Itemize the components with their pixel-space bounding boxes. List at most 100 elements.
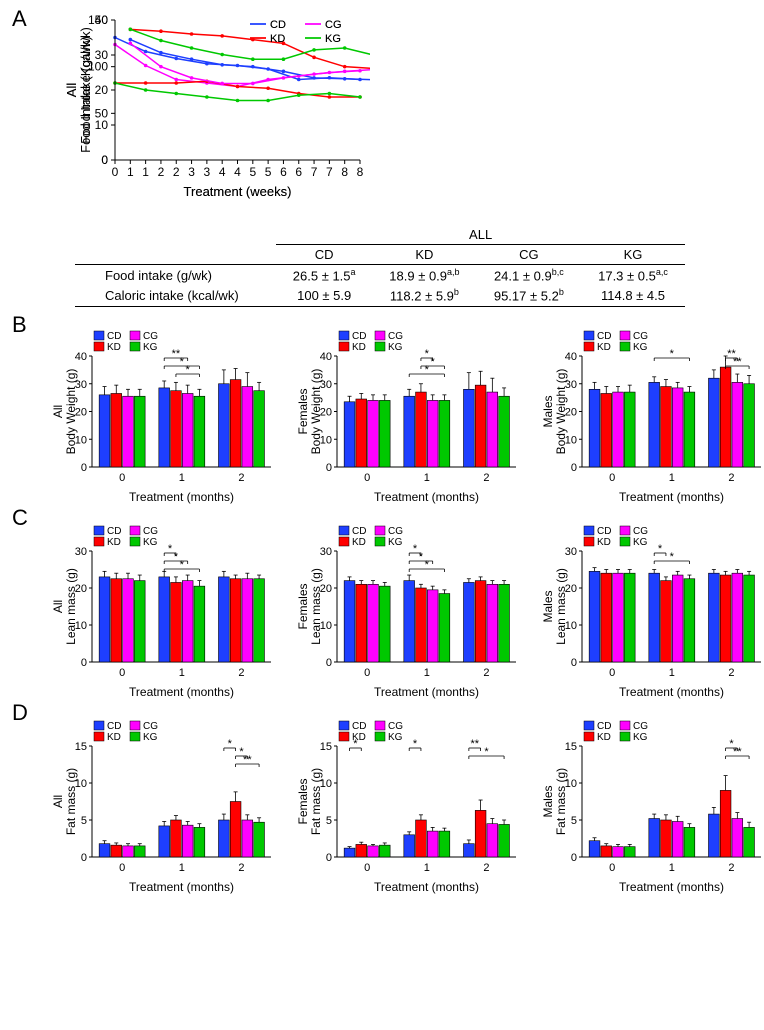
line-chart-1: 05010015012345678Treatment (weeks)AllFoo…	[60, 10, 370, 200]
svg-text:2: 2	[158, 165, 165, 179]
svg-text:Treatment (months): Treatment (months)	[374, 685, 479, 699]
svg-text:CD: CD	[597, 526, 611, 537]
bar-chart-D-1: 051015FemalesFat mass (g)012Treatment (m…	[295, 720, 520, 895]
svg-text:0: 0	[326, 657, 332, 669]
svg-text:*: *	[180, 559, 185, 571]
svg-text:1: 1	[669, 472, 675, 484]
panel-label-a: A	[12, 6, 27, 32]
svg-text:Lean mass (g): Lean mass (g)	[554, 568, 568, 645]
svg-text:KD: KD	[107, 342, 121, 353]
svg-text:KG: KG	[388, 732, 403, 743]
svg-text:CG: CG	[633, 526, 648, 537]
svg-text:CD: CD	[352, 331, 366, 342]
svg-text:Fat mass (g): Fat mass (g)	[64, 768, 78, 835]
svg-text:KD: KD	[597, 342, 611, 353]
svg-text:0: 0	[81, 852, 87, 864]
svg-text:0: 0	[326, 852, 332, 864]
svg-text:1: 1	[179, 862, 185, 874]
svg-text:**: **	[733, 746, 742, 758]
svg-text:CG: CG	[143, 526, 158, 537]
svg-text:40: 40	[320, 351, 332, 363]
svg-text:0: 0	[609, 472, 615, 484]
svg-text:0: 0	[364, 667, 370, 679]
svg-text:Fat mass (g): Fat mass (g)	[309, 768, 323, 835]
svg-text:1: 1	[179, 667, 185, 679]
svg-text:Treatment (months): Treatment (months)	[374, 490, 479, 504]
svg-text:KD: KD	[352, 342, 366, 353]
svg-text:Food Intake (Kcal/wk): Food Intake (Kcal/wk)	[78, 27, 93, 153]
svg-text:0: 0	[609, 862, 615, 874]
svg-text:15: 15	[75, 741, 87, 753]
svg-text:*: *	[413, 738, 418, 750]
svg-text:1: 1	[669, 667, 675, 679]
svg-text:CD: CD	[597, 721, 611, 732]
svg-text:1: 1	[424, 667, 430, 679]
svg-text:**: **	[243, 754, 252, 766]
svg-text:Lean mass (g): Lean mass (g)	[64, 568, 78, 645]
svg-text:CD: CD	[107, 526, 121, 537]
svg-text:0: 0	[81, 462, 87, 474]
bar-chart-D-0: 051015AllFat mass (g)012Treatment (month…	[50, 720, 275, 895]
svg-text:CD: CD	[107, 331, 121, 342]
svg-text:Males: Males	[541, 395, 555, 427]
svg-text:0: 0	[326, 462, 332, 474]
svg-text:CG: CG	[388, 721, 403, 732]
svg-text:40: 40	[565, 351, 577, 363]
svg-text:*: *	[174, 551, 179, 563]
svg-text:2: 2	[238, 862, 244, 874]
panel-d-barcharts: 051015AllFat mass (g)012Treatment (month…	[50, 720, 764, 895]
svg-text:*: *	[419, 551, 424, 563]
svg-text:30: 30	[565, 546, 577, 558]
svg-text:All: All	[64, 83, 79, 98]
svg-text:Males: Males	[541, 590, 555, 622]
svg-text:CG: CG	[633, 721, 648, 732]
svg-text:2: 2	[728, 667, 734, 679]
svg-text:All: All	[51, 795, 65, 808]
svg-text:KD: KD	[270, 33, 285, 45]
svg-text:150: 150	[88, 13, 108, 27]
svg-text:KD: KD	[597, 537, 611, 548]
svg-text:1: 1	[127, 165, 134, 179]
svg-text:Females: Females	[296, 388, 310, 434]
svg-text:8: 8	[341, 165, 348, 179]
svg-text:50: 50	[95, 106, 109, 120]
svg-text:CG: CG	[388, 331, 403, 342]
svg-text:KD: KD	[107, 537, 121, 548]
svg-text:*: *	[670, 551, 675, 563]
svg-text:KG: KG	[388, 342, 403, 353]
svg-text:KD: KD	[352, 732, 366, 743]
panel-c-barcharts: 0102030AllLean mass (g)012Treatment (mon…	[50, 525, 764, 700]
svg-text:KG: KG	[143, 342, 158, 353]
svg-text:Males: Males	[541, 785, 555, 817]
svg-text:Treatment (weeks): Treatment (weeks)	[184, 184, 292, 199]
svg-text:4: 4	[219, 165, 226, 179]
svg-text:0: 0	[571, 852, 577, 864]
panel-label-b: B	[12, 312, 27, 338]
bar-chart-D-2: 051015MalesFat mass (g)012Treatment (mon…	[540, 720, 764, 895]
svg-text:Females: Females	[296, 583, 310, 629]
svg-text:*: *	[186, 364, 191, 376]
svg-text:Treatment (months): Treatment (months)	[619, 490, 724, 504]
bar-chart-C-2: 0102030MalesLean mass (g)012Treatment (m…	[540, 525, 764, 700]
svg-text:*: *	[431, 356, 436, 368]
svg-text:0: 0	[609, 667, 615, 679]
svg-text:0: 0	[81, 657, 87, 669]
svg-text:30: 30	[320, 546, 332, 558]
panel-a-table: ALLCDKDCGKGFood intake (g/wk)26.5 ± 1.5a…	[75, 225, 685, 307]
svg-text:KD: KD	[107, 732, 121, 743]
svg-text:Treatment (months): Treatment (months)	[129, 685, 234, 699]
svg-text:Treatment (months): Treatment (months)	[129, 880, 234, 894]
svg-text:Treatment (months): Treatment (months)	[619, 685, 724, 699]
svg-text:Treatment (months): Treatment (months)	[619, 880, 724, 894]
svg-text:0: 0	[119, 862, 125, 874]
svg-text:3: 3	[188, 165, 195, 179]
svg-text:KG: KG	[388, 537, 403, 548]
svg-text:Body Weight (g): Body Weight (g)	[64, 369, 78, 455]
svg-text:5: 5	[571, 815, 577, 827]
svg-text:*: *	[425, 559, 430, 571]
svg-text:40: 40	[75, 351, 87, 363]
svg-text:**: **	[470, 738, 479, 750]
svg-text:30: 30	[75, 546, 87, 558]
svg-text:*: *	[425, 364, 430, 376]
svg-text:CD: CD	[270, 19, 286, 31]
